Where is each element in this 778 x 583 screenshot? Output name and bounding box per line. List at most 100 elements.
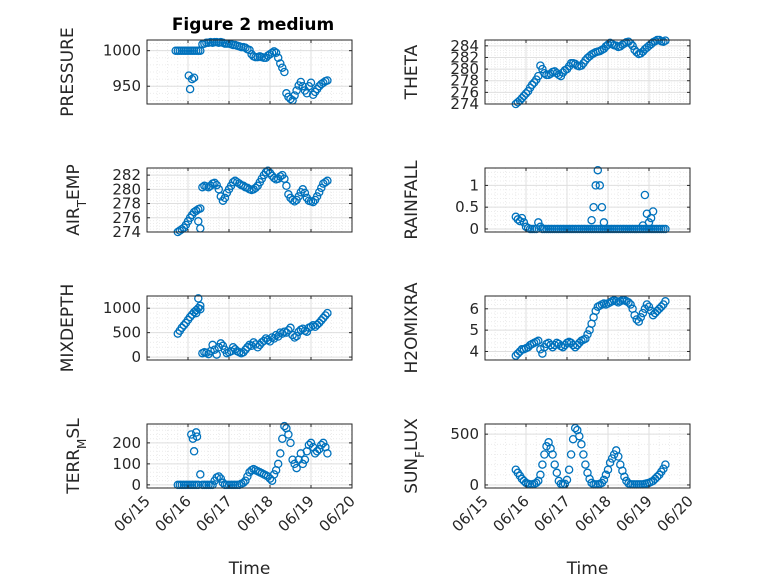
axes-box (146, 295, 353, 361)
data-point (323, 308, 332, 318)
data-point (194, 294, 203, 303)
data-point (239, 478, 248, 488)
data-point (314, 187, 324, 197)
data-point (271, 48, 281, 58)
data-point (552, 468, 562, 478)
data-point (290, 91, 299, 100)
data-point (605, 458, 615, 467)
y-tick-label: 0 (131, 348, 141, 366)
data-point (634, 317, 644, 326)
data-point (300, 455, 310, 464)
data-point (306, 438, 316, 448)
data-point (579, 450, 588, 459)
data-point (652, 472, 662, 482)
data-point (626, 300, 635, 309)
data-point (527, 80, 537, 90)
data-point (298, 459, 308, 469)
y-axis-label: THETA (402, 44, 422, 100)
data-point (599, 475, 609, 485)
data-point (308, 197, 318, 207)
data-point (542, 442, 551, 451)
data-point (319, 78, 328, 87)
data-point (294, 192, 303, 201)
data-point (581, 334, 590, 343)
data-point (191, 206, 201, 215)
data-point (583, 330, 592, 339)
data-point (532, 478, 541, 488)
data-point (599, 218, 609, 227)
data-point (280, 67, 289, 77)
y-tick-label: 500 (112, 324, 141, 342)
data-point (517, 213, 527, 223)
data-point (278, 63, 287, 72)
x-axis-label: Time (566, 559, 609, 579)
subplot-rainfall: 0 0.5 1 RAINFALL (402, 160, 691, 240)
y-tick-label: 500 (450, 425, 479, 443)
data-point (648, 207, 658, 216)
data-point (185, 84, 195, 94)
data-point (591, 181, 600, 190)
x-axis-label: Time (228, 559, 271, 579)
data-point (192, 432, 202, 441)
data-point (534, 218, 543, 227)
data-point (538, 460, 547, 469)
data-point (216, 474, 226, 483)
data-point (230, 345, 240, 354)
data-point (269, 173, 279, 183)
data-point (286, 438, 295, 448)
subplot-mixdepth: 0 500 1000 MIXDEPTH (58, 284, 353, 372)
data-point (562, 475, 572, 485)
data-point (317, 316, 326, 325)
data-point (632, 47, 641, 57)
data-point (587, 478, 596, 488)
data-point (230, 176, 240, 186)
y-axis-label: RAINFALL (402, 160, 422, 240)
data-point (540, 68, 549, 78)
y-axis-label: PRESSURE (58, 27, 78, 116)
y-axis-label: SUNFLUX (402, 418, 427, 494)
y-tick-label: 1 (469, 176, 479, 194)
y-axis-label: TERRMSL (64, 418, 89, 495)
data-point (276, 172, 285, 181)
data-point (202, 348, 211, 357)
data-point (564, 465, 574, 474)
data-point (292, 463, 301, 473)
data-point (276, 59, 285, 68)
data-point (241, 43, 250, 53)
y-tick-label: 0.5 (455, 198, 479, 216)
data-point (282, 181, 291, 191)
y-tick-label: 1000 (103, 42, 141, 60)
data-point (278, 434, 287, 443)
data-point (312, 320, 322, 330)
data-point (177, 323, 187, 333)
y-tick-label: 6 (469, 300, 479, 318)
data-point (540, 450, 549, 459)
data-point (312, 447, 322, 456)
data-point (585, 474, 594, 484)
data-point (284, 325, 293, 335)
data-point (216, 339, 226, 348)
data-point (220, 193, 230, 203)
data-point (288, 195, 297, 205)
data-point (321, 311, 330, 320)
axes-box (484, 295, 691, 361)
data-point (581, 460, 590, 469)
data-point (521, 89, 531, 98)
data-point (210, 178, 219, 188)
y-tick-label: 278 (112, 195, 141, 213)
y-tick-label: 950 (112, 77, 141, 95)
data-point (536, 470, 545, 480)
data-point (239, 181, 248, 191)
data-point (292, 331, 301, 341)
data-point (300, 188, 310, 198)
y-tick-label: 0 (469, 220, 479, 238)
data-point (292, 86, 301, 95)
data-point (319, 438, 328, 448)
axes-box (484, 423, 691, 489)
data-point (243, 183, 252, 193)
data-point (575, 431, 584, 441)
data-point (591, 306, 600, 316)
